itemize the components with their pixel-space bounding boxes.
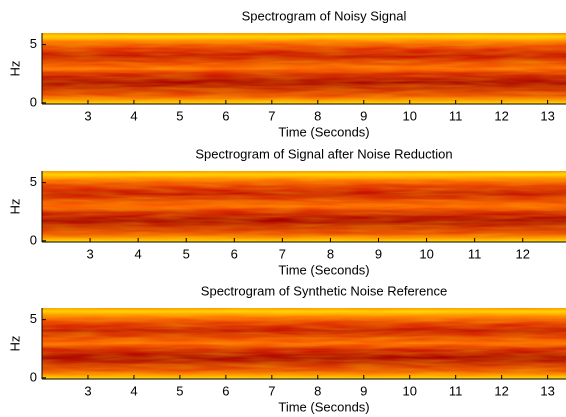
x-tick-label: 3	[86, 246, 93, 261]
x-tick-label: 9	[375, 246, 382, 261]
x-tick-label: 6	[231, 246, 238, 261]
x-tick-label: 9	[360, 383, 367, 398]
x-tick-label: 8	[314, 383, 321, 398]
x-tick-label: 11	[468, 246, 482, 261]
chart-title: Spectrogram of Signal after Noise Reduct…	[195, 146, 452, 161]
x-tick-label: 5	[176, 383, 183, 398]
x-tick-label: 6	[222, 108, 229, 123]
x-tick-label: 4	[130, 108, 137, 123]
x-tick-label: 12	[494, 383, 508, 398]
x-axis-label: Time (Seconds)	[278, 124, 369, 139]
spectrogram-texture	[42, 33, 566, 104]
y-tick-label: 5	[30, 311, 37, 326]
x-tick-label: 8	[314, 108, 321, 123]
x-tick-label: 9	[360, 108, 367, 123]
y-axis-label: Hz	[7, 199, 22, 215]
y-tick-label: 0	[30, 369, 37, 384]
x-tick-label: 8	[327, 246, 334, 261]
x-tick-label: 6	[222, 383, 229, 398]
x-tick-label: 3	[84, 108, 91, 123]
y-axis-label: Hz	[7, 61, 22, 77]
x-tick-label: 12	[515, 246, 529, 261]
x-tick-label: 13	[540, 383, 554, 398]
x-tick-label: 10	[419, 246, 433, 261]
x-tick-label: 10	[402, 383, 416, 398]
spectrogram-texture	[42, 308, 566, 379]
x-tick-label: 7	[268, 383, 275, 398]
y-tick-label: 0	[30, 232, 37, 247]
x-tick-label: 7	[268, 108, 275, 123]
y-tick-label: 5	[30, 174, 37, 189]
x-tick-label: 10	[402, 108, 416, 123]
x-tick-label: 7	[279, 246, 286, 261]
x-tick-label: 5	[183, 246, 190, 261]
x-axis-label: Time (Seconds)	[278, 262, 369, 277]
y-tick-label: 0	[30, 94, 37, 109]
spectrogram-texture	[42, 171, 566, 242]
y-tick-label: 5	[30, 36, 37, 51]
x-tick-label: 13	[540, 108, 554, 123]
x-tick-label: 5	[176, 108, 183, 123]
x-tick-label: 3	[84, 383, 91, 398]
chart-title: Spectrogram of Noisy Signal	[242, 8, 407, 23]
x-tick-label: 4	[130, 383, 137, 398]
chart-title: Spectrogram of Synthetic Noise Reference	[201, 283, 447, 298]
y-axis-label: Hz	[7, 336, 22, 352]
x-tick-label: 12	[494, 108, 508, 123]
x-tick-label: 11	[449, 108, 463, 123]
x-tick-label: 11	[449, 383, 463, 398]
x-axis-label: Time (Seconds)	[278, 399, 369, 414]
x-tick-label: 4	[135, 246, 142, 261]
